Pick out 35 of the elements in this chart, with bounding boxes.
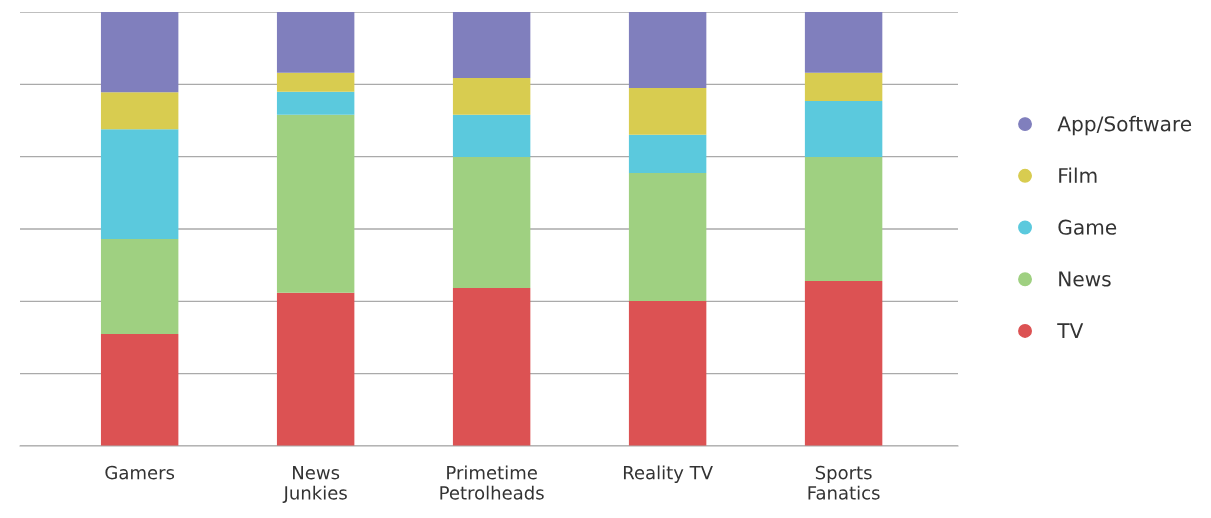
bar [100, 92, 179, 130]
x-tick-label: Reality TV [623, 465, 713, 483]
bar [100, 238, 179, 335]
bar [628, 87, 707, 135]
bar [804, 100, 883, 157]
bar [100, 334, 179, 446]
bar [452, 288, 531, 446]
bar [804, 281, 883, 446]
bar [276, 12, 355, 73]
legend-label: Film [1059, 167, 1097, 183]
bar [452, 12, 531, 78]
bar [276, 114, 355, 293]
bar [452, 114, 531, 157]
bar [276, 91, 355, 115]
bar [628, 134, 707, 174]
legend-label: News [1059, 271, 1111, 287]
legend-label: Game [1058, 219, 1117, 235]
bar [628, 301, 707, 446]
bar [100, 129, 179, 239]
bar [628, 12, 707, 88]
bar [452, 156, 531, 289]
bar [804, 12, 883, 73]
bar [100, 12, 179, 93]
x-tick-label: Primetime Petrolheads [440, 465, 544, 500]
legend-label: App/Software [1057, 115, 1192, 136]
bar [804, 72, 883, 101]
bar [628, 173, 707, 302]
bar [276, 72, 355, 92]
x-tick-label: News Junkies [282, 466, 347, 503]
bar [804, 156, 883, 282]
legend-label: TV [1057, 323, 1084, 338]
x-tick-label: Sports Fanatics [808, 465, 880, 500]
bar [276, 292, 355, 446]
x-tick-label: Gamers [105, 465, 175, 480]
bar [452, 77, 531, 115]
